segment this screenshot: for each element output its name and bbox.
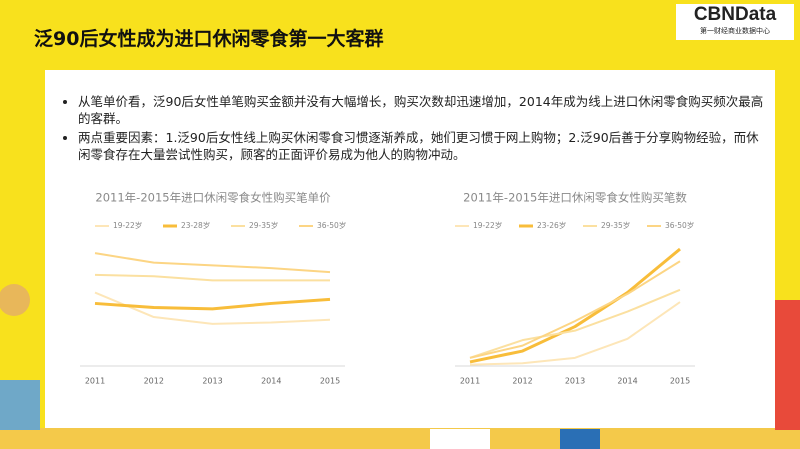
legend-label: 23-26岁 [537, 220, 566, 230]
x-tick-label: 2015 [670, 377, 690, 386]
x-tick-label: 2013 [202, 377, 222, 386]
logo-text: CBNData [693, 4, 777, 25]
x-tick-label: 2014 [261, 377, 281, 386]
slide-title: 泛90后女性成为进口休闲零食第一大客群 [34, 28, 384, 50]
snack-box [0, 380, 40, 430]
legend-label: 19-22岁 [113, 220, 142, 230]
legend-label: 29-35岁 [249, 220, 278, 230]
chart-title: 2011年-2015年进口休闲零食女性购买笔单价 [95, 191, 331, 205]
logo: CBNData 第一财经商业数据中心 [676, 4, 794, 40]
snack-pack [560, 429, 600, 449]
cookie [0, 284, 30, 316]
legend-label: 19-22岁 [473, 220, 502, 230]
content-card [45, 70, 775, 428]
legend-label: 29-35岁 [601, 220, 630, 230]
series-line [469, 288, 681, 359]
series-line [469, 260, 681, 359]
snack-box [775, 300, 800, 430]
series-line [94, 297, 331, 311]
x-tick-label: 2012 [512, 377, 532, 386]
bullet: 两点重要因素：1.泛90后女性线上购买休闲零食习惯逐渐养成，她们更习惯于网上购物… [78, 129, 768, 163]
bullet-list: 从笔单价看，泛90后女性单笔购买金额并没有大幅增长，购买次数却迅速增加，2014… [62, 93, 768, 165]
snack-pack [430, 429, 490, 449]
logo-subtitle: 第一财经商业数据中心 [700, 27, 770, 35]
legend-label: 23-28岁 [181, 220, 210, 230]
bullet: 从笔单价看，泛90后女性单笔购买金额并没有大幅增长，购买次数却迅速增加，2014… [78, 93, 768, 127]
x-tick-label: 2011 [460, 377, 480, 386]
x-tick-label: 2012 [144, 377, 164, 386]
x-tick-label: 2014 [617, 377, 637, 386]
chart-title: 2011年-2015年进口休闲零食女性购买笔数 [463, 191, 687, 205]
x-tick-label: 2013 [565, 377, 585, 386]
series-line [94, 291, 331, 325]
series-line [469, 247, 681, 364]
series-line [469, 301, 681, 366]
series-line [94, 252, 331, 274]
x-tick-label: 2011 [85, 377, 105, 386]
legend-label: 36-50岁 [665, 220, 694, 230]
legend-label: 36-50岁 [317, 220, 346, 230]
series-line [94, 273, 330, 282]
x-tick-label: 2015 [320, 377, 340, 386]
